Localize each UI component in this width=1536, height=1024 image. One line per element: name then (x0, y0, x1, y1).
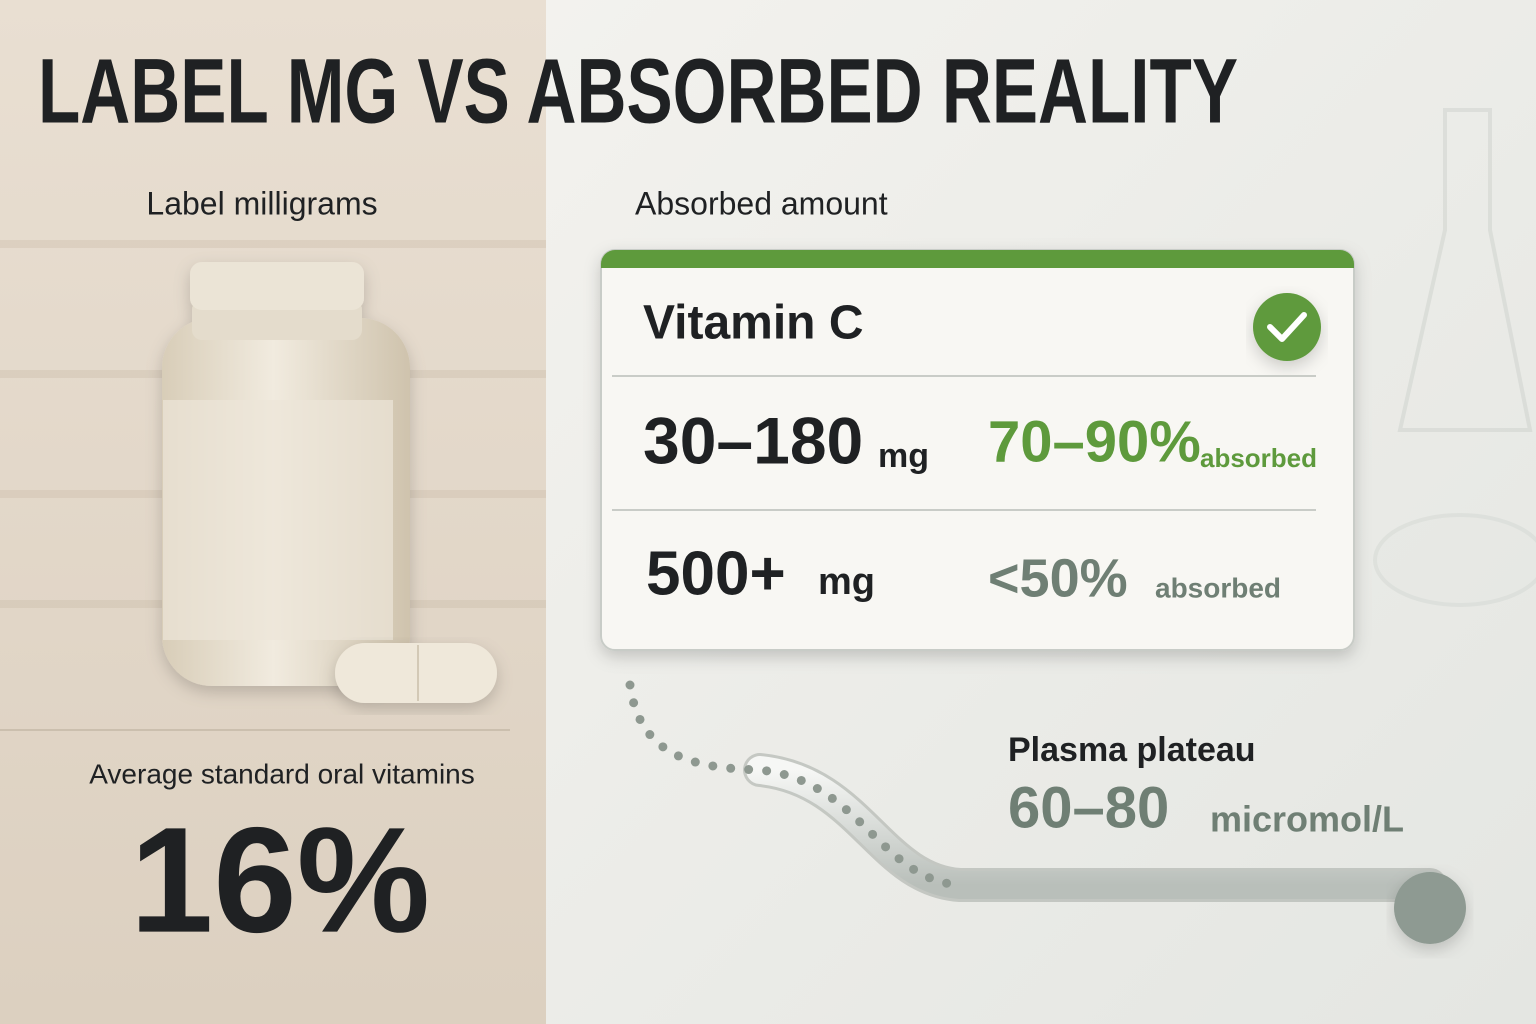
rate-note: absorbed (1200, 443, 1317, 473)
left-caption: Average standard oral vitamins (89, 758, 474, 789)
card (600, 249, 1355, 651)
right-heading: Absorbed amount (635, 185, 888, 221)
left-heading: Label milligrams (146, 185, 377, 221)
title: LABEL MG VS ABSORBED REALITY (38, 40, 1238, 142)
plateau-value: 60–80 (1008, 775, 1169, 840)
card-title: Vitamin C (643, 297, 864, 350)
rate: 70–90% (988, 409, 1201, 474)
capsule (335, 643, 497, 703)
dose-unit: mg (818, 561, 875, 603)
dose-unit: mg (878, 437, 929, 475)
dose: 30–180 (643, 403, 863, 477)
plateau-label: Plasma plateau (1008, 731, 1256, 769)
bottle (162, 262, 410, 686)
plateau-unit: micromol/L (1210, 799, 1404, 840)
flask (1373, 108, 1536, 607)
dose: 500+ (646, 539, 786, 608)
rate: <50% (988, 548, 1128, 608)
rate-note: absorbed (1155, 572, 1281, 603)
left-stat: 16% (130, 796, 430, 964)
plateau-curve (625, 680, 1466, 944)
